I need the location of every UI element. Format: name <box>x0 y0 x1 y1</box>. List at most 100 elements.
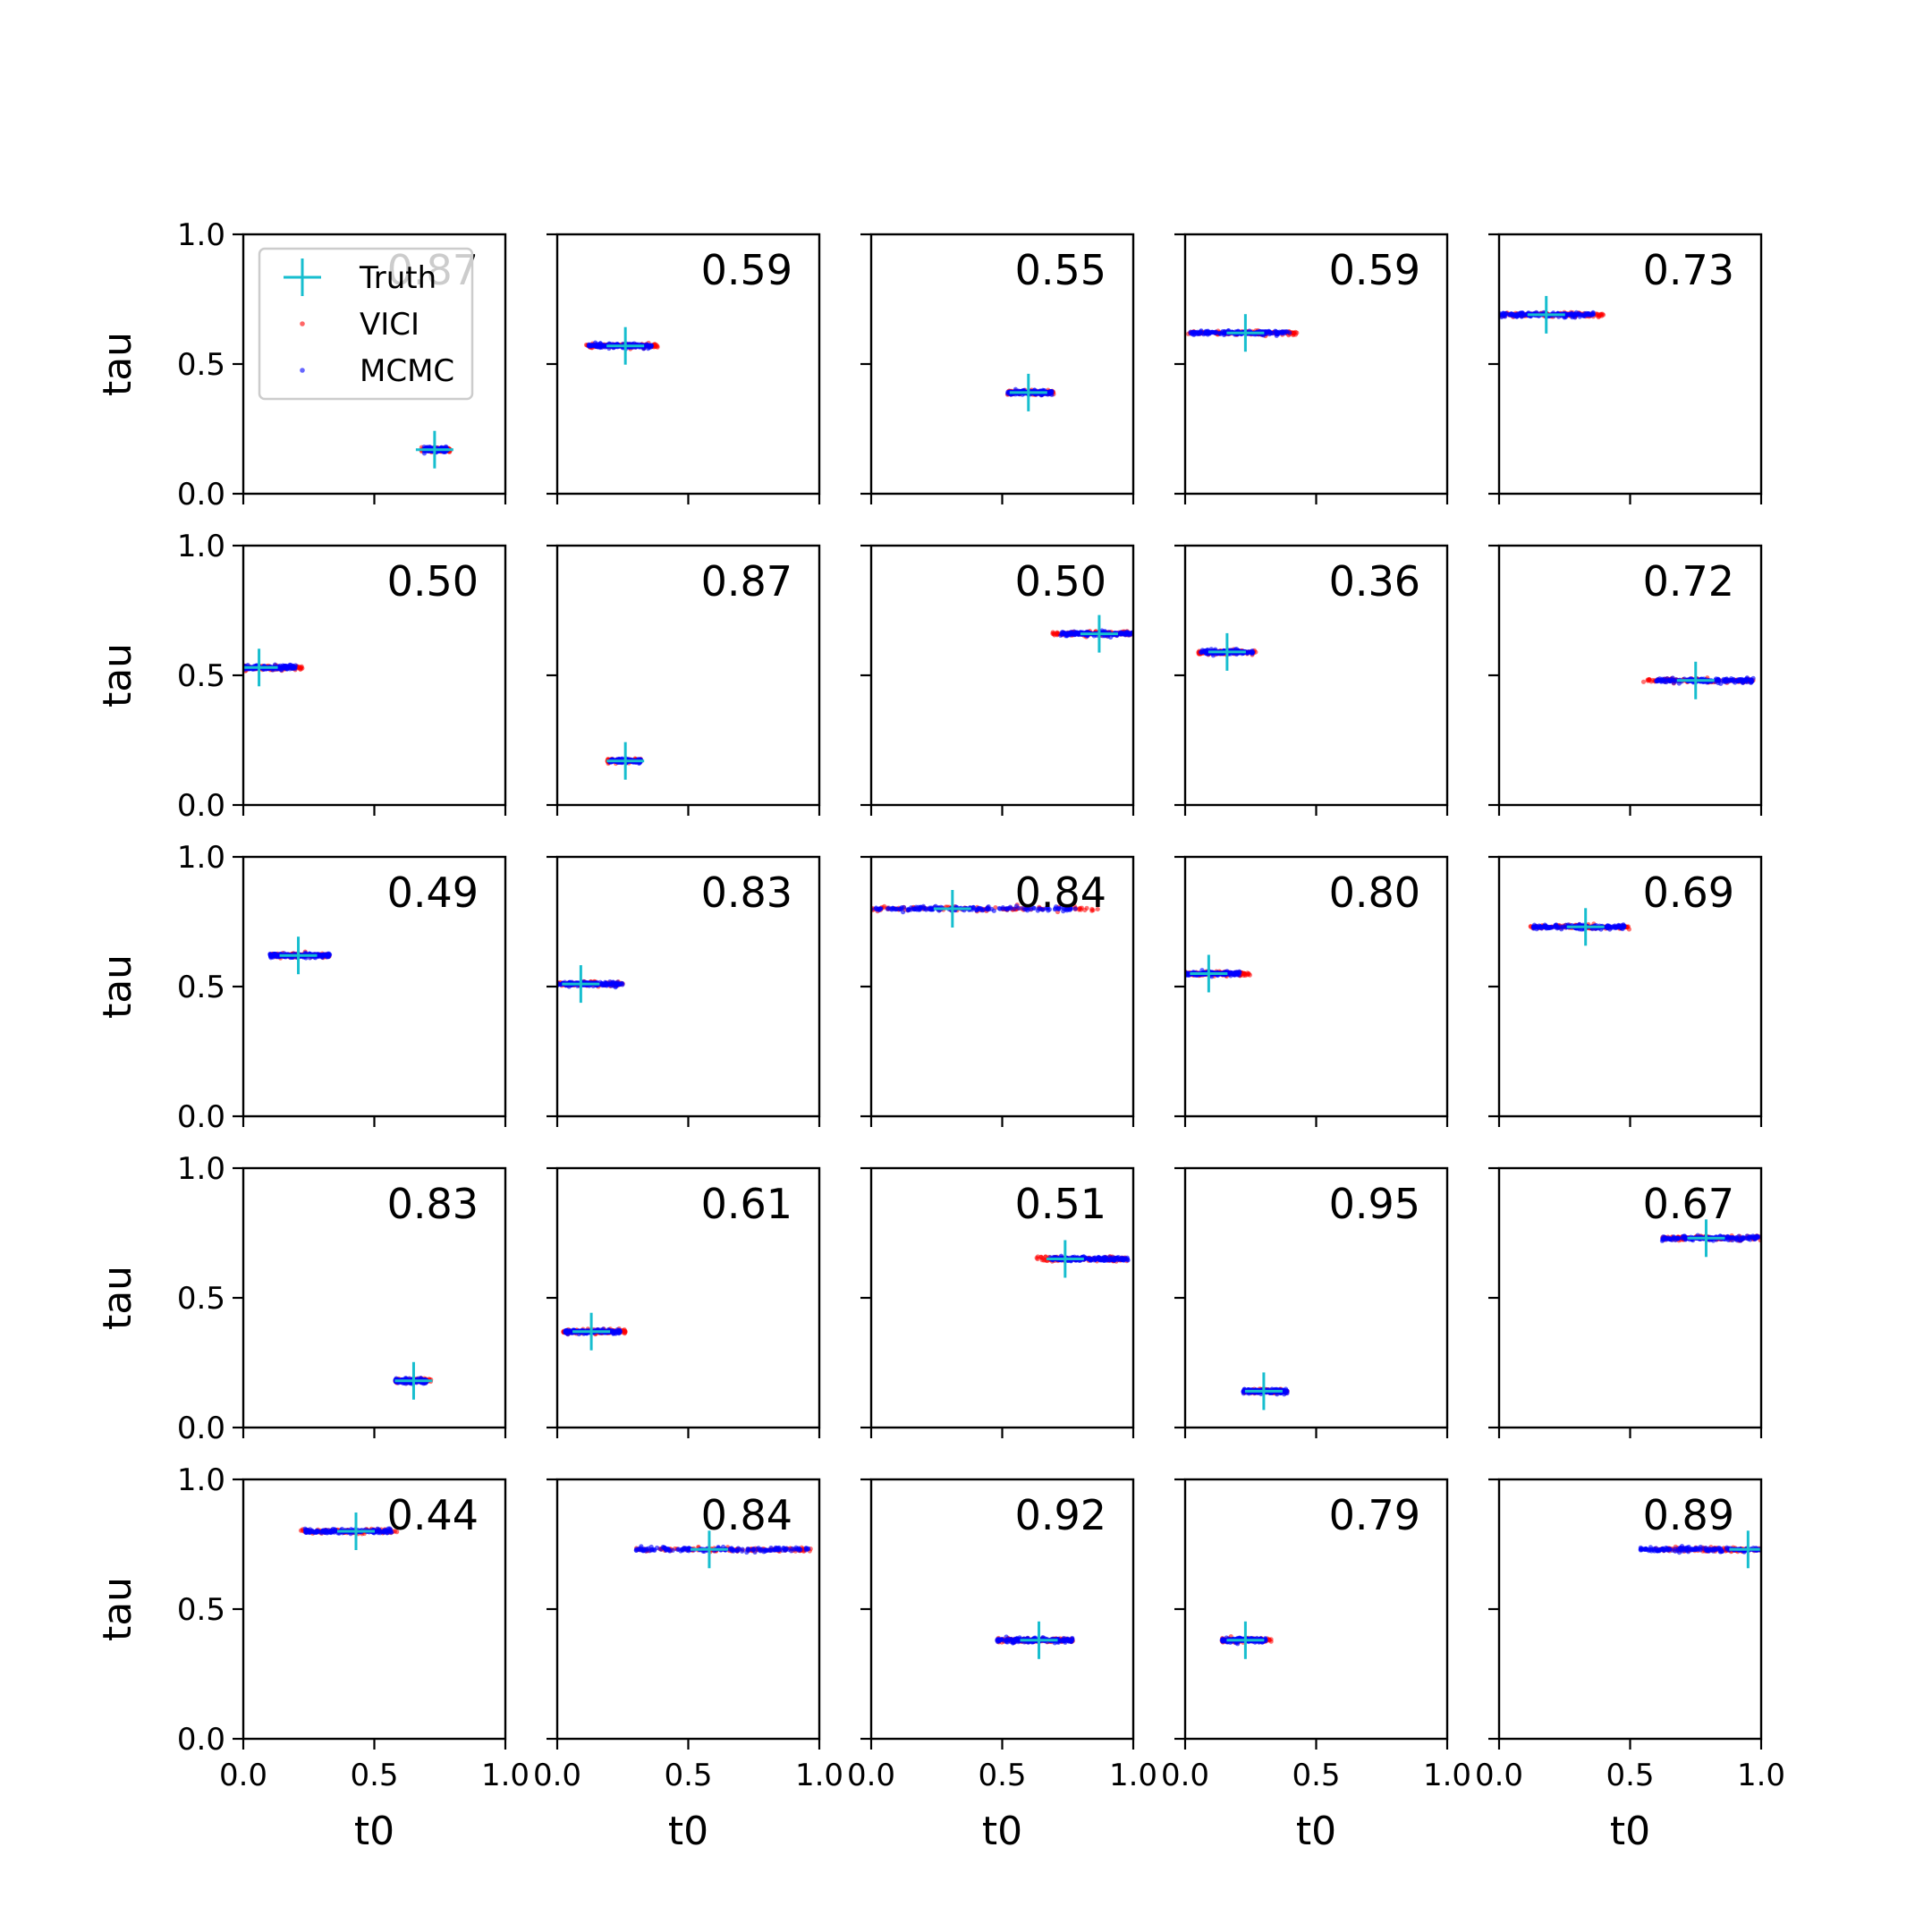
y-axis-label: tau <box>95 954 140 1019</box>
panel-points <box>267 936 333 975</box>
mcmc-sample-point <box>1284 328 1289 335</box>
mcmc-sample-point <box>1230 970 1235 976</box>
panel-overlap-label: 0.61 <box>701 1180 792 1228</box>
mcmc-sample-point <box>1572 313 1577 318</box>
mcmc-sample-point <box>1207 331 1212 336</box>
vici-sample-point <box>1645 678 1650 683</box>
mcmc-sample-point <box>302 950 308 955</box>
panel: 0.50 <box>860 544 1135 816</box>
mcmc-sample-point <box>1266 329 1272 335</box>
panel: 0.61 <box>547 1166 821 1438</box>
mcmc-sample-point <box>1250 648 1255 654</box>
panel: 0.73 <box>1488 233 1763 504</box>
truth-marker <box>1208 632 1246 671</box>
mcmc-sample-point <box>326 953 331 959</box>
panel: 0.80 <box>1174 855 1449 1127</box>
vici-sample-point <box>297 665 302 671</box>
y-axis-label: tau <box>95 1266 140 1330</box>
mcmc-sample-point <box>970 904 976 911</box>
mcmc-sample-point <box>1510 311 1515 318</box>
truth-marker <box>279 936 318 975</box>
vici-sample-point <box>1095 906 1100 912</box>
panel: 0.59 <box>547 233 821 504</box>
panel-points <box>583 326 660 365</box>
truth-marker <box>1527 295 1565 334</box>
panel-overlap-label: 0.80 <box>1329 869 1420 917</box>
truth-marker <box>1080 614 1118 653</box>
mcmc-sample-point <box>991 908 996 913</box>
panel: 0.72 <box>1488 544 1763 816</box>
mcmc-sample-point <box>1046 908 1051 913</box>
mcmc-sample-point <box>272 662 278 667</box>
mcmc-sample-point <box>1518 310 1523 316</box>
truth-marker <box>606 326 645 365</box>
y-axis-label: tau <box>95 643 140 708</box>
mcmc-sample-point <box>1237 970 1242 975</box>
mcmc-sample-point <box>601 343 606 348</box>
vici-sample-point <box>1089 908 1095 913</box>
panel-overlap-label: 0.59 <box>1329 246 1420 294</box>
mcmc-sample-point <box>1064 908 1070 913</box>
mcmc-sample-point <box>1119 631 1125 637</box>
mcmc-sample-point <box>1535 925 1540 930</box>
vici-sample-point <box>623 1328 628 1335</box>
mcmc-sample-point <box>1199 649 1204 655</box>
mcmc-sample-point <box>1188 331 1193 336</box>
panel-overlap-label: 0.36 <box>1329 557 1420 606</box>
vici-sample-point <box>1077 906 1082 911</box>
mcmc-sample-point <box>1199 328 1204 334</box>
mcmc-sample-point <box>604 980 609 987</box>
mcmc-sample-point <box>1279 331 1284 336</box>
mcmc-sample-point <box>1029 906 1034 912</box>
y-tick-label: 0.0 <box>177 788 225 824</box>
truth-marker <box>1009 373 1047 411</box>
truth-marker <box>415 430 453 469</box>
mcmc-sample-point <box>1013 903 1020 909</box>
mcmc-sample-point <box>1716 677 1721 683</box>
mcmc-sample-point <box>1055 906 1061 911</box>
mcmc-sample-point <box>1222 330 1227 336</box>
mcmc-sample-point <box>640 346 647 352</box>
panel-points <box>1034 1240 1131 1278</box>
panel-overlap-label: 0.50 <box>387 557 479 606</box>
mcmc-sample-point <box>1737 677 1742 682</box>
mcmc-sample-point <box>878 906 884 911</box>
panel-points <box>557 965 625 1004</box>
y-tick-label: 1.0 <box>177 1151 225 1187</box>
panel-points <box>243 648 305 687</box>
mcmc-sample-point <box>1021 905 1026 911</box>
y-tick-label: 0.5 <box>177 347 225 383</box>
mcmc-sample-point <box>620 980 625 987</box>
mcmc-sample-point <box>908 907 913 912</box>
mcmc-sample-point <box>1748 680 1754 685</box>
panel-overlap-label: 0.83 <box>387 1180 479 1228</box>
truth-marker <box>1566 908 1605 946</box>
mcmc-sample-point <box>1552 924 1557 929</box>
y-tick-label: 0.5 <box>177 658 225 694</box>
y-tick-label: 1.0 <box>177 529 225 564</box>
panel-points <box>561 1312 628 1351</box>
mcmc-sample-point <box>589 343 594 349</box>
vici-sample-point <box>1292 332 1299 337</box>
truth-marker <box>1226 314 1265 352</box>
mcmc-sample-point <box>647 343 652 349</box>
mcmc-sample-point <box>1287 330 1292 335</box>
mcmc-sample-point <box>614 983 619 989</box>
mcmc-sample-point <box>979 908 986 913</box>
mcmc-sample-point <box>1543 923 1549 929</box>
mcmc-sample-point <box>1731 676 1736 682</box>
vici-sample-point <box>1035 1256 1040 1262</box>
mcmc-sample-point <box>1521 313 1527 318</box>
truth-marker <box>933 890 971 928</box>
mcmc-sample-point <box>282 663 287 668</box>
vici-sample-point <box>1084 905 1089 911</box>
panel: 0.87 <box>547 544 821 816</box>
mcmc-sample-point <box>564 1330 569 1335</box>
mcmc-sample-point <box>1513 312 1519 318</box>
panel-overlap-label: 0.69 <box>1643 869 1734 917</box>
panel-points <box>1185 314 1300 352</box>
mcmc-sample-point <box>267 952 273 958</box>
mcmc-sample-point <box>1003 906 1009 911</box>
mcmc-sample-point <box>1203 331 1208 336</box>
